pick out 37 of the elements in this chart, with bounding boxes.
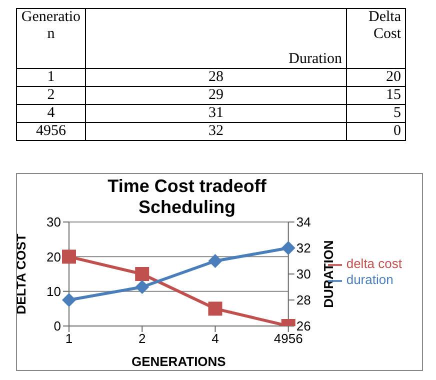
y2-axis-title: DURATION: [320, 240, 336, 308]
data-label: 15: [346, 86, 406, 104]
x-tick-label: 4956: [274, 331, 303, 346]
text: Duration: [86, 8, 346, 68]
category-label: 2: [16, 86, 86, 104]
text: Generation: [16, 8, 86, 68]
y2-tick-label: 26: [296, 318, 311, 334]
point: [62, 293, 76, 307]
data-label: 31: [86, 104, 346, 122]
data-label: 28: [86, 68, 346, 86]
legend-label: duration: [346, 272, 394, 287]
x-axis-title: GENERATIONS: [131, 354, 226, 369]
point: [135, 280, 150, 294]
legend-label: delta cost: [346, 256, 402, 272]
x-tick-label: 1: [65, 331, 73, 346]
y2-tick-label: 28: [296, 292, 311, 308]
y2-tick-label: 32: [296, 240, 311, 256]
data-label: 20: [346, 68, 406, 86]
data-label: 32: [86, 122, 346, 140]
y-tick-label: 10: [46, 284, 61, 299]
y2-tick-label: 34: [296, 214, 311, 230]
y-tick-label: 30: [46, 214, 61, 230]
category-label: 4956: [16, 122, 86, 140]
y-tick-label: 0: [54, 318, 61, 334]
point: [208, 254, 222, 268]
data-label: 5: [346, 104, 406, 122]
chart-title: Time Cost tradeoff Scheduling: [108, 176, 266, 217]
data-label: 0: [346, 122, 406, 140]
point: [281, 241, 296, 255]
category-label: 1: [16, 68, 86, 86]
x-tick-label: 4: [212, 331, 219, 346]
category-label: 4: [16, 104, 86, 122]
y2-tick-label: 30: [296, 266, 311, 282]
x-tick-label: 2: [138, 331, 146, 346]
data-label: 29: [86, 86, 346, 104]
y-tick-label: 20: [46, 249, 61, 264]
text: Delta Cost: [346, 8, 406, 68]
